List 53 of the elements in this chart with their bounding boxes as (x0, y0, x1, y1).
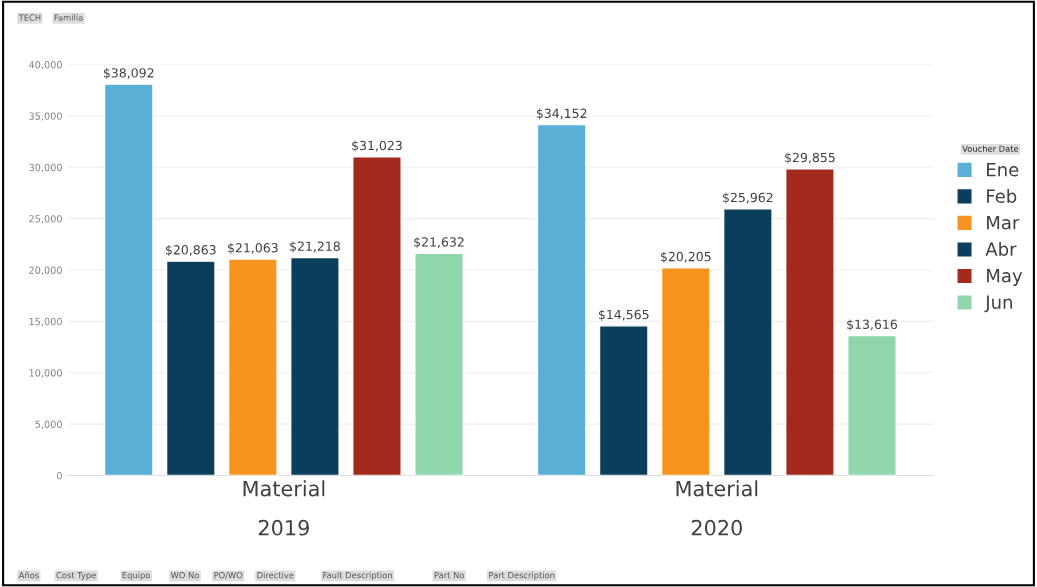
data-label: $38,092 (103, 67, 154, 80)
data-label: $21,632 (414, 236, 464, 249)
legend-label: Jun (984, 295, 1012, 313)
bar (227, 258, 278, 476)
text: Fault Description (323, 571, 392, 580)
bar (785, 168, 835, 476)
x-tick-label: Material 2020 (676, 480, 758, 536)
legend-title: Voucher Date (962, 145, 1019, 152)
y-tick-label: 5,000 (35, 420, 62, 429)
data-label: $34,152 (536, 108, 587, 120)
text: TECH (18, 14, 41, 21)
text: Part Description (489, 571, 555, 580)
bar (290, 256, 340, 476)
bar (660, 267, 711, 476)
text: Familia (54, 14, 83, 21)
legend-label: Abr (985, 241, 1017, 256)
data-label: $25,962 (723, 192, 773, 204)
x-tick-label: Material 2019 (243, 480, 325, 536)
data-label: $29,855 (785, 152, 835, 164)
y-tick-label: 25,000 (29, 215, 62, 224)
data-label: $21,218 (290, 241, 340, 253)
legend-label: Mar (987, 216, 1020, 230)
text: Equipo (122, 571, 150, 580)
y-tick-label: 35,000 (29, 112, 62, 121)
y-tick-label: 0 (57, 471, 62, 480)
text: Años (18, 571, 39, 579)
bar (352, 156, 402, 476)
data-label: $13,616 (847, 319, 898, 331)
y-tick-label: 15,000 (29, 317, 62, 327)
bar (847, 334, 897, 476)
data-label: $21,063 (228, 242, 278, 255)
text: Cost Type (56, 572, 96, 580)
y-tick-label: 10,000 (29, 369, 62, 378)
y-tick-label: 30,000 (29, 163, 62, 173)
bar (103, 83, 154, 476)
legend-label: Feb (987, 188, 1017, 203)
data-label: $14,565 (598, 309, 649, 321)
legend-label: Ene (987, 163, 1019, 177)
data-label: $31,023 (352, 140, 402, 152)
text: Directive (257, 571, 294, 579)
legend-label: May (987, 269, 1023, 286)
bar (536, 123, 587, 476)
bar (598, 325, 649, 476)
data-label: $20,863 (165, 244, 216, 257)
text: WO No (170, 572, 199, 579)
bar (722, 208, 773, 476)
bar (165, 260, 216, 476)
bar (414, 252, 464, 476)
text: PO/WO (214, 572, 243, 579)
y-tick-label: 40,000 (29, 61, 62, 70)
data-label: $20,205 (660, 251, 711, 263)
y-tick-label: 20,000 (29, 266, 62, 275)
text: Part No (434, 572, 464, 579)
